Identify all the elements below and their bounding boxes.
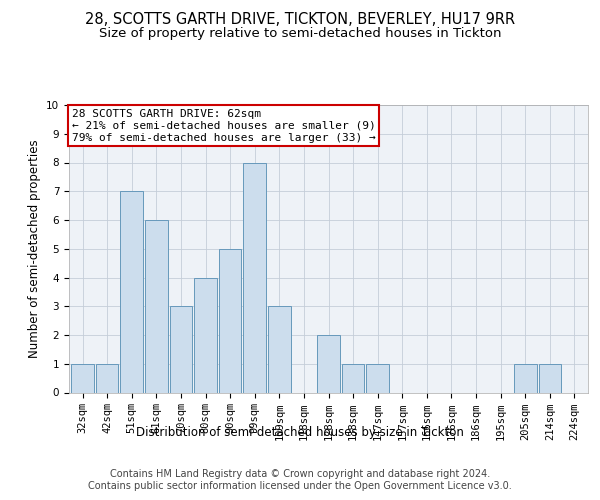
Y-axis label: Number of semi-detached properties: Number of semi-detached properties	[28, 140, 41, 358]
Bar	[244, 162, 266, 392]
Bar	[539, 364, 561, 392]
Text: Size of property relative to semi-detached houses in Tickton: Size of property relative to semi-detach…	[99, 28, 501, 40]
Bar	[514, 364, 536, 392]
Bar	[268, 306, 290, 392]
Text: Contains HM Land Registry data © Crown copyright and database right 2024.: Contains HM Land Registry data © Crown c…	[110, 469, 490, 479]
Bar	[145, 220, 167, 392]
Bar	[317, 335, 340, 392]
Bar	[367, 364, 389, 392]
Text: Distribution of semi-detached houses by size in Tickton: Distribution of semi-detached houses by …	[136, 426, 464, 439]
Bar	[342, 364, 364, 392]
Bar	[71, 364, 94, 392]
Bar	[96, 364, 118, 392]
Bar	[121, 191, 143, 392]
Bar	[170, 306, 192, 392]
Text: 28, SCOTTS GARTH DRIVE, TICKTON, BEVERLEY, HU17 9RR: 28, SCOTTS GARTH DRIVE, TICKTON, BEVERLE…	[85, 12, 515, 28]
Bar	[194, 278, 217, 392]
Text: Contains public sector information licensed under the Open Government Licence v3: Contains public sector information licen…	[88, 481, 512, 491]
Text: 28 SCOTTS GARTH DRIVE: 62sqm
← 21% of semi-detached houses are smaller (9)
79% o: 28 SCOTTS GARTH DRIVE: 62sqm ← 21% of se…	[71, 110, 376, 142]
Bar	[219, 249, 241, 392]
